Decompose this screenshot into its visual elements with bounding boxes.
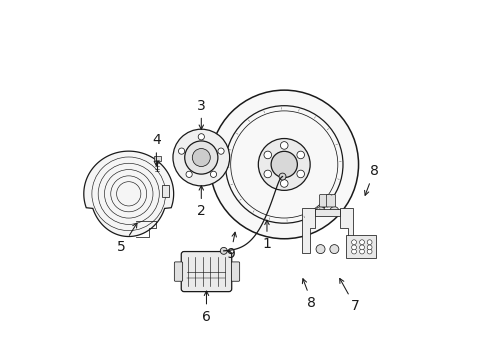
Circle shape bbox=[366, 245, 371, 250]
Circle shape bbox=[351, 240, 356, 245]
Circle shape bbox=[329, 207, 338, 216]
Circle shape bbox=[173, 129, 229, 186]
FancyBboxPatch shape bbox=[174, 262, 182, 281]
Text: 7: 7 bbox=[339, 279, 359, 313]
Circle shape bbox=[351, 249, 356, 254]
Circle shape bbox=[359, 245, 364, 250]
Circle shape bbox=[359, 249, 364, 254]
Polygon shape bbox=[162, 185, 169, 197]
Text: 2: 2 bbox=[197, 186, 205, 218]
Circle shape bbox=[296, 170, 304, 178]
Text: 1: 1 bbox=[262, 220, 271, 251]
Text: 4: 4 bbox=[152, 133, 161, 166]
Text: 8: 8 bbox=[364, 165, 378, 195]
Circle shape bbox=[315, 207, 325, 216]
Circle shape bbox=[209, 90, 358, 239]
Text: 6: 6 bbox=[202, 291, 210, 324]
Circle shape bbox=[270, 151, 297, 177]
FancyBboxPatch shape bbox=[319, 194, 328, 207]
Circle shape bbox=[359, 240, 364, 245]
Circle shape bbox=[264, 151, 271, 159]
Circle shape bbox=[366, 249, 371, 254]
Circle shape bbox=[210, 171, 216, 177]
Circle shape bbox=[329, 245, 338, 253]
Polygon shape bbox=[301, 208, 315, 253]
Circle shape bbox=[296, 151, 304, 159]
Text: 5: 5 bbox=[117, 223, 137, 255]
Circle shape bbox=[366, 240, 371, 245]
Circle shape bbox=[198, 134, 204, 140]
Circle shape bbox=[258, 139, 309, 190]
Text: 8: 8 bbox=[302, 279, 316, 310]
Polygon shape bbox=[83, 151, 173, 237]
Circle shape bbox=[280, 180, 287, 187]
FancyBboxPatch shape bbox=[325, 194, 335, 207]
Text: 9: 9 bbox=[226, 232, 236, 261]
Circle shape bbox=[184, 141, 218, 174]
Circle shape bbox=[218, 148, 224, 154]
Circle shape bbox=[185, 171, 192, 177]
FancyBboxPatch shape bbox=[181, 252, 231, 292]
Circle shape bbox=[315, 245, 325, 253]
Circle shape bbox=[178, 148, 184, 154]
Circle shape bbox=[351, 245, 356, 250]
Circle shape bbox=[280, 141, 287, 149]
Polygon shape bbox=[154, 156, 161, 161]
Circle shape bbox=[192, 149, 210, 167]
Polygon shape bbox=[339, 208, 353, 253]
Circle shape bbox=[264, 170, 271, 178]
Circle shape bbox=[220, 247, 227, 254]
Polygon shape bbox=[346, 235, 375, 258]
FancyBboxPatch shape bbox=[231, 262, 239, 281]
Polygon shape bbox=[315, 210, 339, 216]
Circle shape bbox=[279, 173, 285, 180]
Text: 3: 3 bbox=[197, 99, 205, 129]
